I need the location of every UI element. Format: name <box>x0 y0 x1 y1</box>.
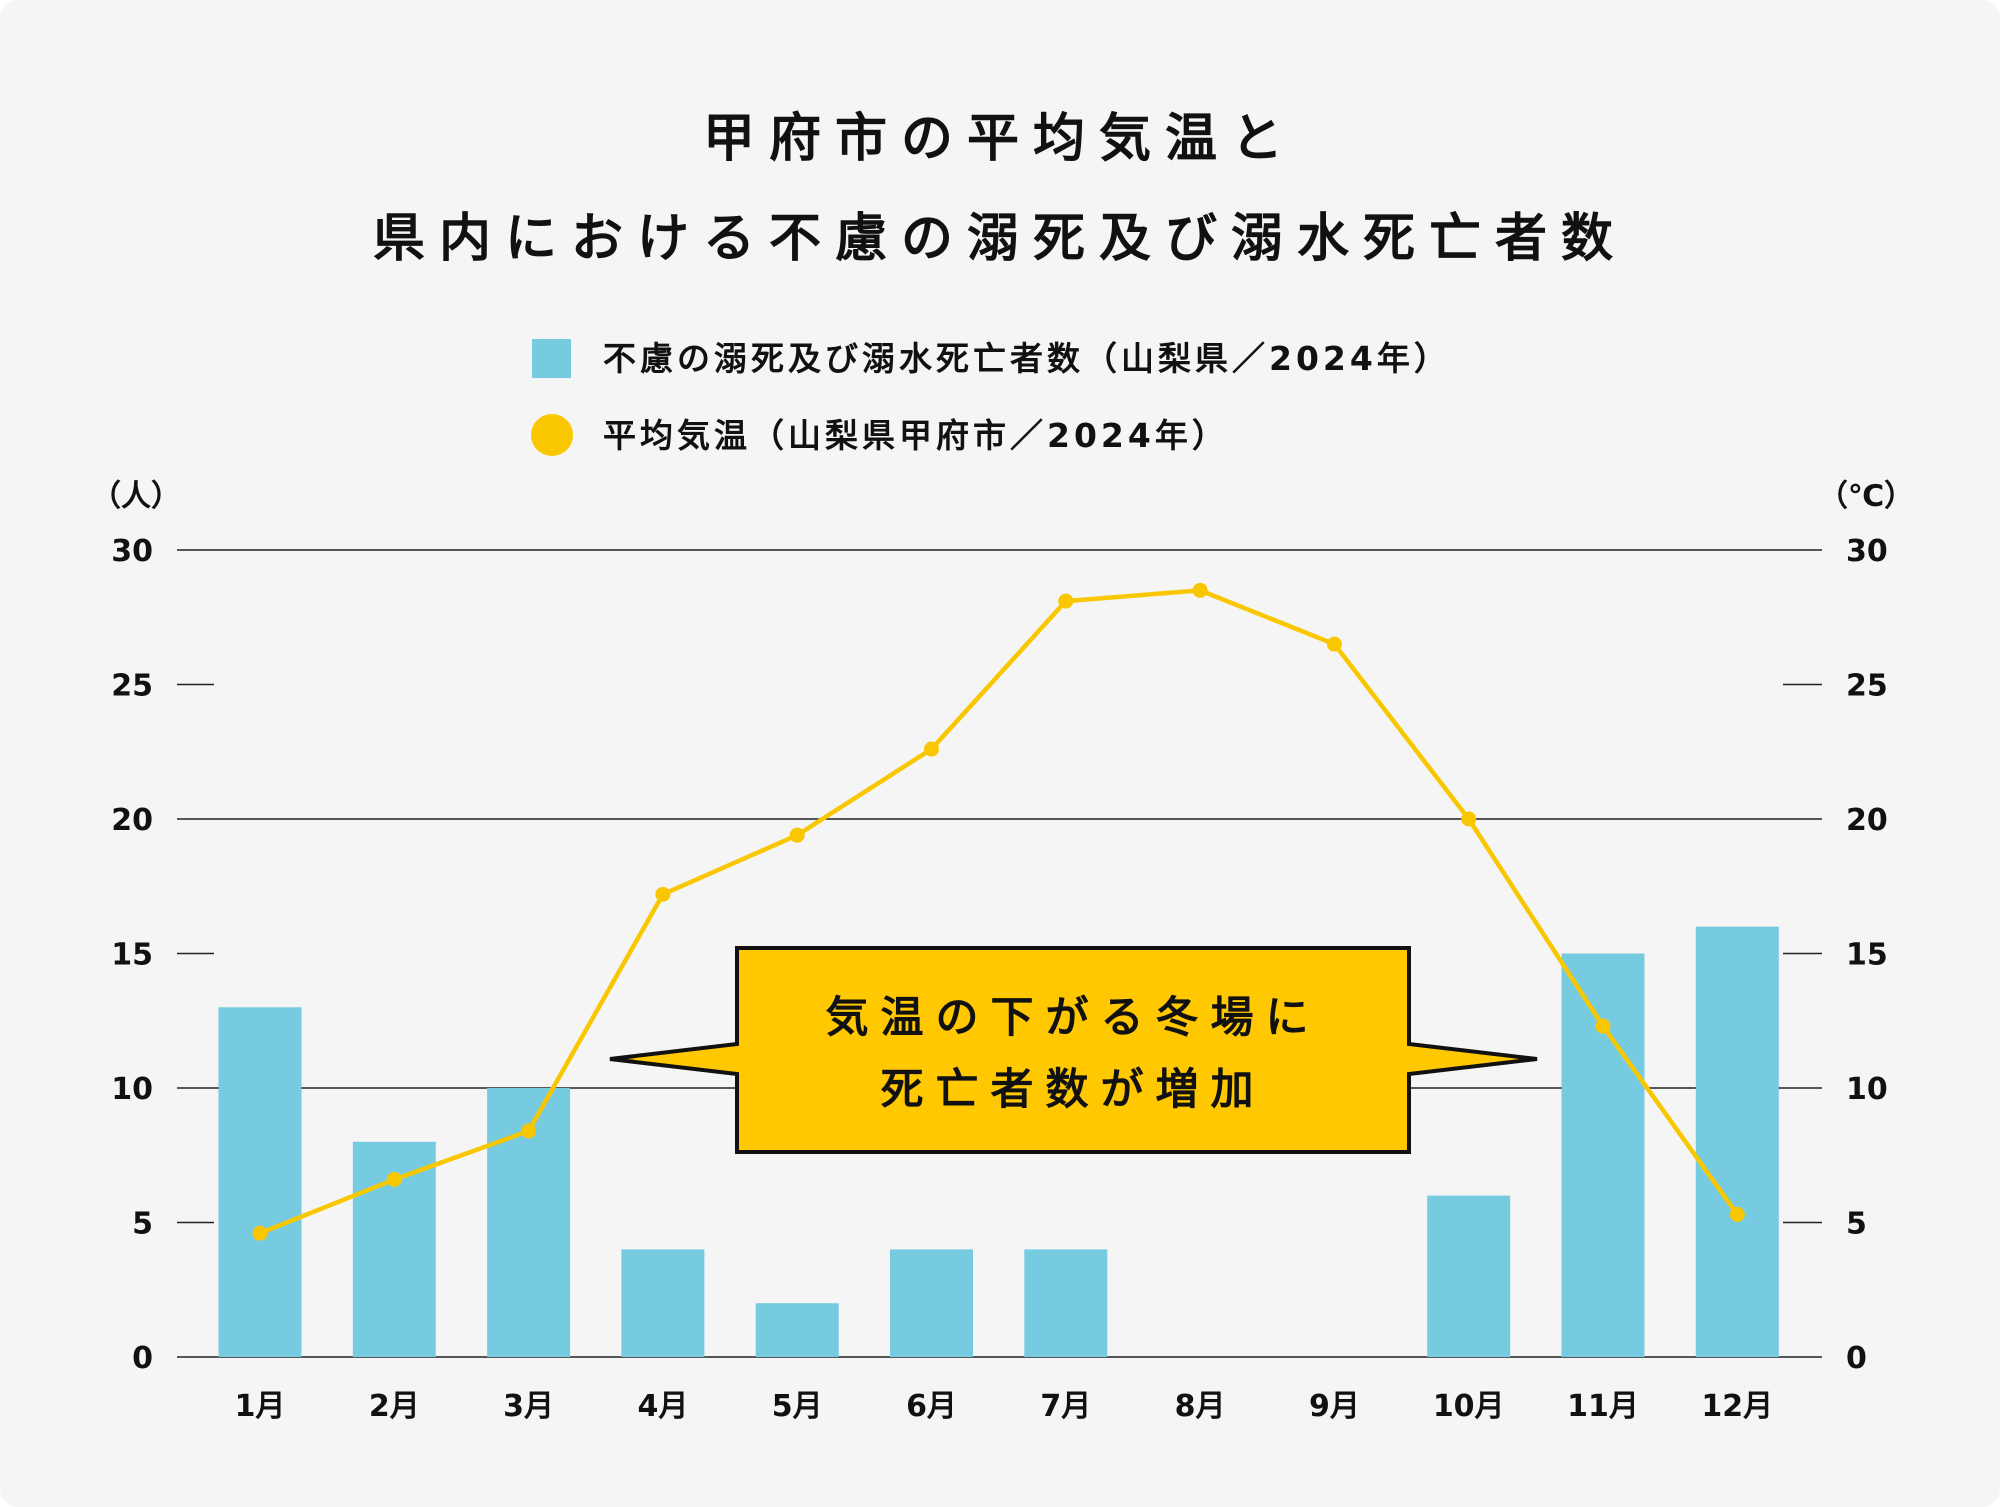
temperature-line <box>259 588 1740 1236</box>
bar <box>1695 926 1779 1357</box>
callout-line-2: 死亡者数が増加 <box>881 1065 1266 1115</box>
x-tick-label: 7月 <box>1040 1389 1091 1424</box>
legend-line-label: 平均気温（山梨県甲府市／2024年） <box>603 416 1229 455</box>
bar <box>1024 1249 1108 1357</box>
x-tick-label: 10月 <box>1433 1389 1505 1424</box>
chart-title-line-1: 甲府市の平均気温と <box>703 109 1297 169</box>
x-tick-label: 9月 <box>1309 1389 1360 1424</box>
y-tick-label-right: 15 <box>1846 938 1888 973</box>
y-tick-label-left: 0 <box>132 1341 153 1376</box>
y-tick-label-right: 10 <box>1846 1072 1888 1107</box>
y-tick-label-left: 20 <box>111 803 153 838</box>
x-tick-label: 3月 <box>503 1389 554 1424</box>
x-tick-label: 12月 <box>1701 1389 1773 1424</box>
temperature-point <box>1461 811 1477 827</box>
x-tick-label: 6月 <box>906 1389 957 1424</box>
y-tick-label-right: 20 <box>1846 803 1888 838</box>
temperature-point <box>1192 582 1208 598</box>
temperature-point <box>1595 1018 1611 1034</box>
y-tick-label-left: 5 <box>132 1207 153 1242</box>
bar <box>890 1249 973 1357</box>
bar <box>621 1249 705 1357</box>
x-tick-label: 4月 <box>637 1389 688 1424</box>
chart-title-line-2: 県内における不慮の溺死及び溺水死亡者数 <box>373 209 1627 269</box>
bar <box>1561 953 1645 1357</box>
y-tick-label-right: 5 <box>1846 1207 1867 1242</box>
temperature-point <box>1058 593 1074 609</box>
temperature-point <box>1326 636 1342 652</box>
x-tick-label: 2月 <box>369 1389 420 1424</box>
bar <box>755 1303 839 1357</box>
bar <box>1427 1195 1511 1357</box>
callout-box <box>609 946 1538 1154</box>
y-axis-left-unit: （人） <box>91 479 181 514</box>
x-tick-label: 1月 <box>235 1389 286 1424</box>
y-axis-right-unit: （℃） <box>1818 479 1914 514</box>
legend-bar-swatch <box>532 339 571 378</box>
y-tick-label-left: 15 <box>111 938 153 973</box>
legend-bar-label: 不慮の溺死及び溺水死亡者数（山梨県／2024年） <box>603 339 1451 378</box>
y-tick-label-left: 30 <box>111 534 153 569</box>
callout-line-1: 気温の下がる冬場に <box>826 993 1321 1043</box>
temperature-point <box>252 1225 268 1241</box>
temperature-point <box>1729 1206 1745 1222</box>
y-tick-label-left: 10 <box>111 1072 153 1107</box>
callout: 気温の下がる冬場に 死亡者数が増加 <box>609 946 1538 1154</box>
temperature-point <box>521 1123 537 1139</box>
temperature-point <box>924 741 939 757</box>
temperature-point <box>386 1171 402 1187</box>
y-tick-label-right: 0 <box>1846 1341 1867 1376</box>
legend-line-swatch <box>531 414 573 456</box>
y-tick-label-left: 25 <box>111 669 153 704</box>
x-tick-label: 8月 <box>1175 1389 1226 1424</box>
y-tick-label-right: 25 <box>1846 669 1888 704</box>
y-tick-label-right: 30 <box>1846 534 1888 569</box>
x-tick-label: 5月 <box>772 1389 823 1424</box>
x-tick-label: 11月 <box>1567 1389 1639 1424</box>
temperature-point <box>655 886 671 902</box>
bar <box>218 1007 302 1357</box>
temperature-point <box>789 827 805 843</box>
